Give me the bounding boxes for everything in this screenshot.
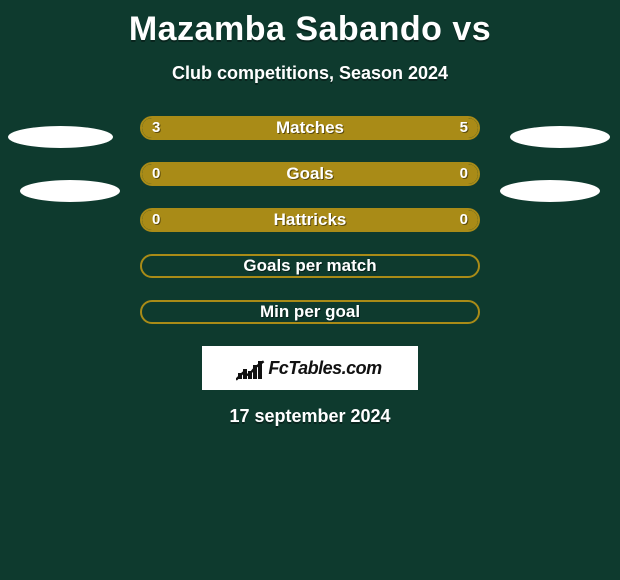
bar-value-left: 0 [152, 164, 160, 184]
bar-value-left: 0 [152, 210, 160, 230]
side-ellipse [510, 126, 610, 148]
page-subtitle: Club competitions, Season 2024 [0, 63, 620, 84]
bar-label: Hattricks [142, 210, 478, 230]
footer-date: 17 september 2024 [0, 406, 620, 427]
bar-value-left: 3 [152, 118, 160, 138]
fctables-logo: FcTables.com [202, 346, 418, 390]
stat-bar-row: Goals per match [140, 254, 480, 278]
stat-bar-row: Min per goal [140, 300, 480, 324]
stat-bar-row: Goals0 0 [140, 162, 480, 186]
stat-bar-row: Matches3 5 [140, 116, 480, 140]
side-ellipse [500, 180, 600, 202]
comparison-bars: Matches35Goals00Hattricks00Goals per mat… [140, 116, 480, 324]
page-title: Mazamba Sabando vs [0, 0, 620, 49]
side-ellipse [20, 180, 120, 202]
side-ellipse [8, 126, 113, 148]
bar-value-right: 5 [460, 118, 468, 138]
logo-text: FcTables.com [268, 358, 381, 379]
bar-label: Goals per match [142, 256, 478, 276]
logo-chart-icon [238, 357, 264, 379]
bar-value-right: 0 [460, 164, 468, 184]
bar-label: Min per goal [142, 302, 478, 322]
bar-label: Goals [142, 164, 478, 184]
stat-bar-row: Hattricks0 0 [140, 208, 480, 232]
bar-label: Matches [142, 118, 478, 138]
bar-value-right: 0 [460, 210, 468, 230]
